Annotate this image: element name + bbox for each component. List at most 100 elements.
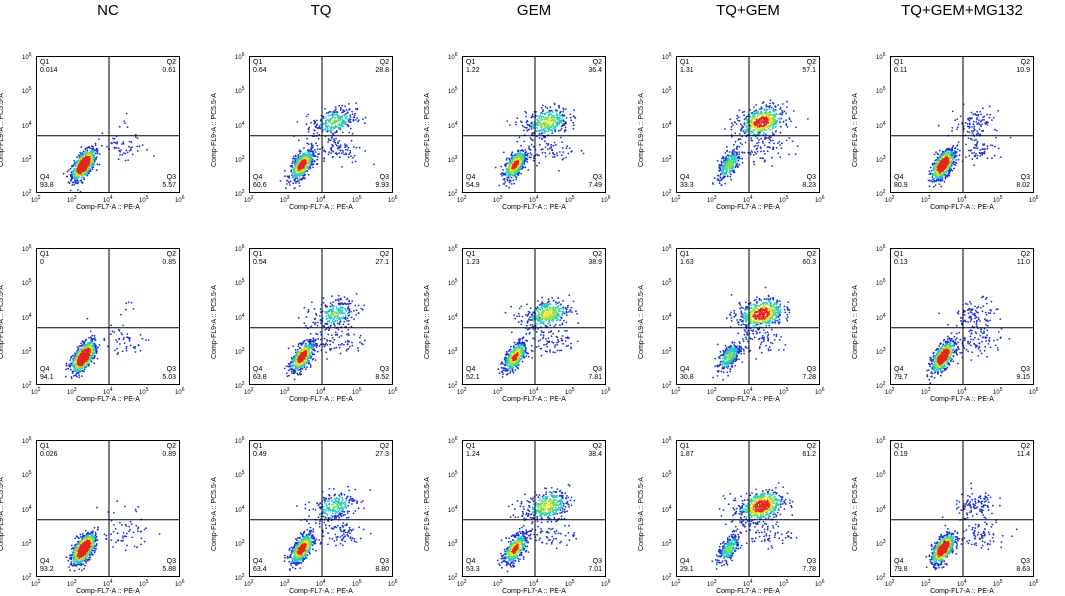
event-point bbox=[99, 164, 101, 166]
event-point bbox=[516, 167, 518, 169]
event-point bbox=[762, 140, 764, 142]
event-point bbox=[562, 111, 564, 113]
event-point bbox=[556, 155, 558, 157]
event-point bbox=[973, 152, 975, 154]
event-point bbox=[753, 111, 755, 113]
event-point bbox=[758, 122, 760, 124]
event-point bbox=[323, 129, 325, 131]
event-point bbox=[756, 124, 758, 126]
event-point bbox=[350, 155, 352, 157]
event-point bbox=[968, 137, 970, 139]
y-axis-label: Comp-FL9-A :: PC5.5-A bbox=[0, 93, 5, 167]
event-point bbox=[995, 137, 997, 139]
x-axis-label: Comp-FL7-A :: PE-A bbox=[462, 204, 606, 211]
event-point bbox=[125, 153, 127, 155]
event-point bbox=[545, 118, 547, 120]
event-point bbox=[760, 125, 762, 127]
event-point bbox=[989, 117, 991, 119]
quadrant-percent: 8.23 bbox=[802, 182, 816, 190]
event-point bbox=[519, 163, 521, 165]
event-point bbox=[994, 129, 996, 131]
event-point bbox=[524, 156, 526, 158]
event-point bbox=[511, 161, 513, 163]
event-point bbox=[766, 106, 768, 108]
event-point bbox=[960, 115, 962, 117]
event-point bbox=[570, 113, 572, 115]
event-point bbox=[88, 159, 90, 161]
event-point bbox=[336, 145, 338, 147]
event-point bbox=[553, 128, 555, 130]
event-point bbox=[560, 129, 562, 131]
event-point bbox=[974, 147, 976, 149]
event-point bbox=[314, 130, 316, 132]
event-point bbox=[520, 150, 522, 152]
event-point bbox=[772, 140, 774, 142]
event-point bbox=[558, 106, 560, 108]
event-point bbox=[760, 147, 762, 149]
event-point bbox=[778, 113, 780, 115]
event-point bbox=[327, 141, 329, 143]
event-point bbox=[506, 174, 508, 176]
event-point bbox=[533, 146, 535, 148]
event-point bbox=[81, 163, 83, 165]
event-point bbox=[533, 157, 535, 159]
event-point bbox=[527, 153, 529, 155]
event-point bbox=[556, 152, 558, 154]
event-point bbox=[936, 175, 938, 177]
event-point bbox=[767, 116, 769, 118]
event-point bbox=[566, 145, 568, 147]
event-point bbox=[304, 177, 306, 179]
event-point bbox=[127, 159, 129, 161]
event-point bbox=[508, 187, 510, 189]
event-point bbox=[312, 160, 314, 162]
event-point bbox=[759, 157, 761, 159]
event-point bbox=[97, 151, 99, 153]
event-point bbox=[354, 115, 356, 117]
event-point bbox=[934, 168, 936, 170]
event-point bbox=[770, 140, 772, 142]
event-point bbox=[506, 157, 508, 159]
event-point bbox=[302, 166, 304, 168]
event-point bbox=[352, 157, 354, 159]
y-tick-label: 103 bbox=[235, 155, 244, 164]
column-title: TQ+GEM bbox=[658, 2, 838, 19]
event-point bbox=[740, 128, 742, 130]
event-point bbox=[735, 166, 737, 168]
event-point bbox=[562, 151, 564, 153]
event-point bbox=[937, 171, 939, 173]
event-point bbox=[301, 167, 303, 169]
event-point bbox=[724, 183, 726, 185]
x-tick-label: 102 bbox=[885, 195, 894, 204]
event-point bbox=[80, 168, 82, 170]
event-point bbox=[562, 125, 564, 127]
event-point bbox=[132, 154, 134, 156]
event-point bbox=[753, 164, 755, 166]
event-point bbox=[551, 115, 553, 117]
event-point bbox=[350, 116, 352, 118]
quadrant-name: Q4 bbox=[894, 174, 908, 182]
event-point bbox=[510, 163, 512, 165]
event-point bbox=[742, 111, 744, 113]
event-point bbox=[85, 161, 87, 163]
event-point bbox=[318, 153, 320, 155]
x-tick-label: 104 bbox=[957, 195, 966, 204]
event-point bbox=[565, 127, 567, 129]
event-point bbox=[332, 116, 334, 118]
event-point bbox=[940, 177, 942, 179]
event-point bbox=[78, 376, 80, 378]
event-point bbox=[763, 123, 765, 125]
event-point bbox=[765, 126, 767, 128]
event-point bbox=[969, 127, 971, 129]
event-point bbox=[347, 149, 349, 151]
event-point bbox=[546, 107, 548, 109]
event-point bbox=[931, 170, 933, 172]
event-point bbox=[956, 145, 958, 147]
event-point bbox=[340, 146, 342, 148]
event-point bbox=[930, 172, 932, 174]
event-point bbox=[310, 148, 312, 150]
event-point bbox=[993, 117, 995, 119]
event-point bbox=[731, 158, 733, 160]
event-point bbox=[364, 150, 366, 152]
